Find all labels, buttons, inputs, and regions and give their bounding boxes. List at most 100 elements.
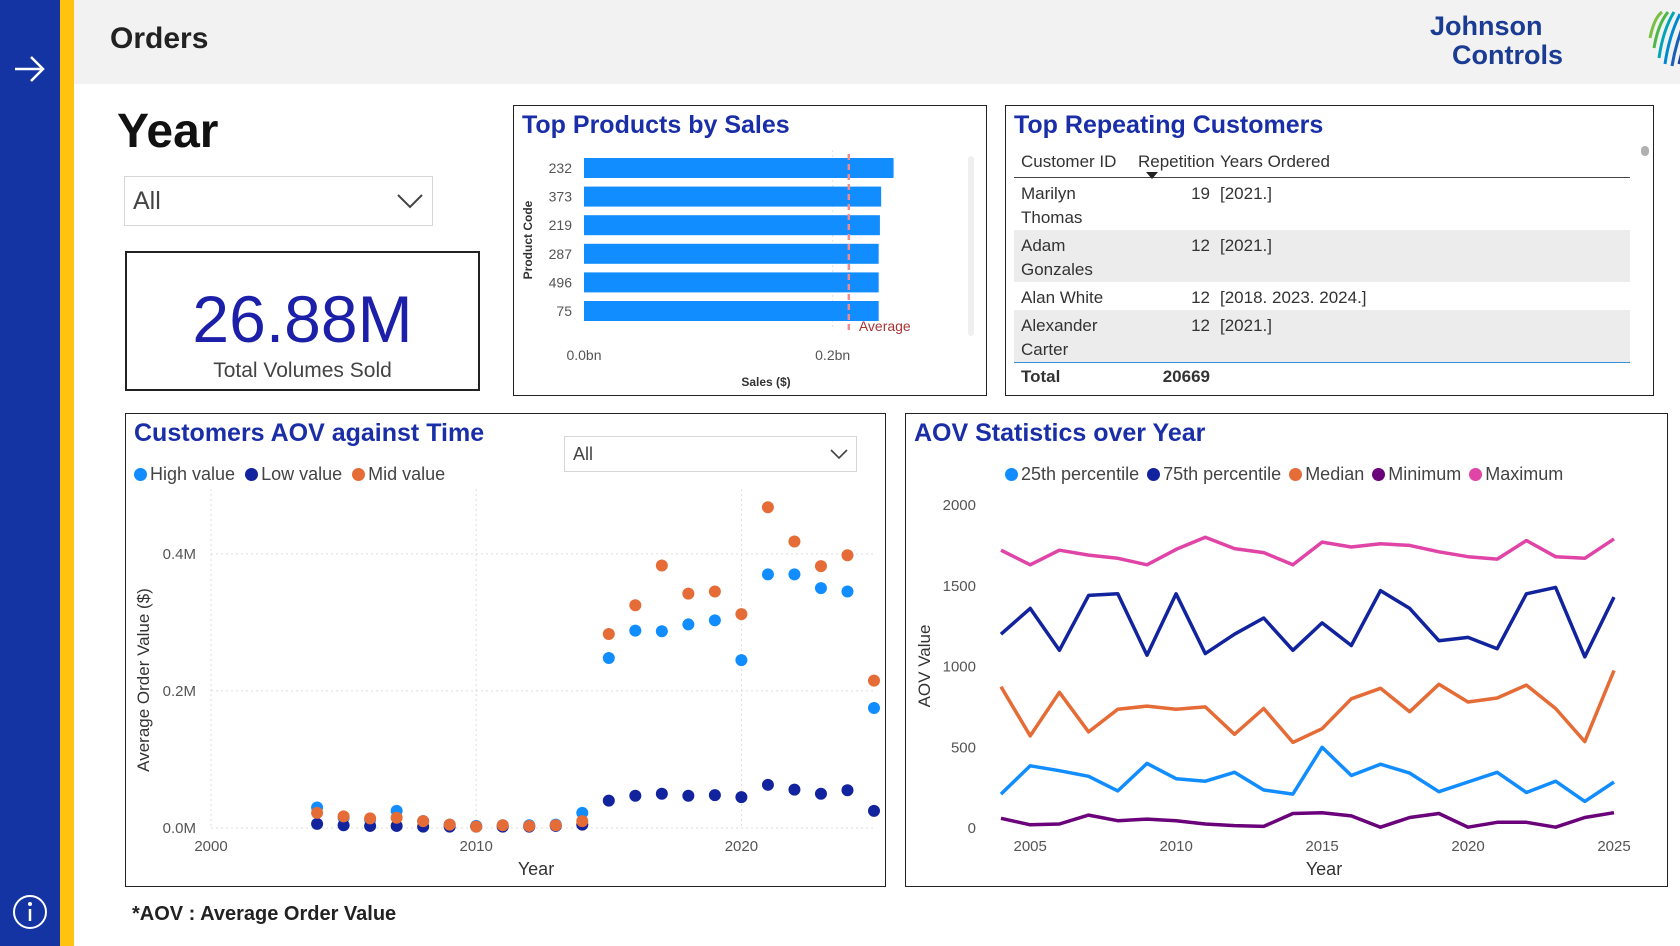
aov-time-card: Customers AOV against Time All High valu… xyxy=(125,413,886,887)
series-line xyxy=(999,585,1616,659)
kpi-value: 26.88M xyxy=(192,282,413,356)
legend-item-low-value[interactable]: Low value xyxy=(245,464,342,485)
years-cell: [2021.] xyxy=(1220,184,1272,203)
scatter-point xyxy=(761,778,774,791)
scatter-point xyxy=(814,787,827,800)
years-cell: [2018. 2023. 2024.] xyxy=(1220,288,1367,307)
x-tick-label: 2010 xyxy=(460,838,493,855)
scatter-point xyxy=(788,568,801,581)
y-axis-title: Average Order Value ($) xyxy=(134,588,153,772)
y-tick-label: 500 xyxy=(951,739,976,756)
scatter-point xyxy=(655,787,668,800)
x-tick-label: 2025 xyxy=(1597,838,1630,855)
year-dropdown-value: All xyxy=(133,186,161,215)
y-tick-label: 373 xyxy=(549,189,573,205)
scatter-point xyxy=(655,559,668,572)
total-label: Total xyxy=(1021,366,1061,386)
y-axis-title: AOV Value xyxy=(915,625,934,708)
y-tick-label: 232 xyxy=(549,160,573,176)
legend-item-median[interactable]: Median xyxy=(1289,464,1364,485)
logo-line-1: Johnson xyxy=(1430,11,1543,41)
scatter-point xyxy=(629,789,642,802)
legend-item-75th-percentile[interactable]: 75th percentile xyxy=(1147,464,1281,485)
scatter-point xyxy=(655,625,668,638)
accent-stripe xyxy=(60,0,74,946)
table-row[interactable]: Marilyn Thomas 19 [2021.] xyxy=(1014,178,1630,230)
table-scrollbar[interactable] xyxy=(1641,146,1649,156)
legend-item-maximum[interactable]: Maximum xyxy=(1469,464,1563,485)
scatter-point xyxy=(708,585,721,598)
scatter-point xyxy=(841,585,854,598)
scatter-point xyxy=(337,819,350,832)
scatter-point xyxy=(841,549,854,562)
y-tick-label: 0.0M xyxy=(163,820,196,837)
aov-stats-legend: 25th percentile 75th percentile Median M… xyxy=(1005,464,1563,485)
y-tick-label: 219 xyxy=(549,217,573,233)
x-tick-label: 0.2bn xyxy=(815,347,850,363)
repetition-cell: 12 xyxy=(1191,288,1210,307)
scatter-point xyxy=(682,618,695,631)
scatter-point xyxy=(549,819,562,832)
customers-table: Customer ID Repetition Years Ordered Mar… xyxy=(1014,146,1630,390)
scatter-point xyxy=(576,806,589,819)
legend-item-minimum[interactable]: Minimum xyxy=(1372,464,1461,485)
info-button[interactable] xyxy=(0,887,60,937)
scatter-point xyxy=(788,535,801,548)
scatter-point xyxy=(708,789,721,802)
scatter-point xyxy=(496,819,509,832)
scatter-point xyxy=(868,674,880,687)
x-axis-title: Year xyxy=(1306,859,1342,879)
year-dropdown[interactable]: All xyxy=(124,176,433,226)
legend-dot xyxy=(245,468,259,481)
column-header-years-ordered[interactable]: Years Ordered xyxy=(1220,151,1330,171)
column-header-customer-id[interactable]: Customer ID xyxy=(1021,151,1117,171)
series-line xyxy=(999,745,1615,804)
aov-stats-card: AOV Statistics over Year 25th percentile… xyxy=(905,413,1668,887)
customer-name: Marilyn Thomas xyxy=(1021,184,1083,227)
legend-item-25th-percentile[interactable]: 25th percentile xyxy=(1005,464,1139,485)
legend-item-high-value[interactable]: High value xyxy=(134,464,235,485)
scatter-point xyxy=(390,811,403,824)
company-logo: Johnson Controls xyxy=(1430,8,1680,76)
aov-stats-chart: 0 500 1000 1500 2000 2005 2010 2015 2020 2025 Year… xyxy=(915,497,1631,879)
kpi-label: Total Volumes Sold xyxy=(213,359,392,382)
table-header: Customer ID Repetition Years Ordered xyxy=(1014,146,1630,179)
top-products-card: Top Products by Sales 232 373 219 287 496 75 A… xyxy=(513,105,987,396)
scatter-point xyxy=(682,789,695,802)
x-tick-label: 2015 xyxy=(1305,838,1338,855)
scatter-point xyxy=(337,810,350,823)
value-segment-dropdown[interactable]: All xyxy=(564,436,857,472)
x-tick-label: 2005 xyxy=(1014,838,1047,855)
x-axis-title: Year xyxy=(518,859,554,879)
table-row[interactable]: Adam Gonzales 12 [2021.] xyxy=(1014,230,1630,282)
top-customers-title: Top Repeating Customers xyxy=(1014,111,1324,139)
legend-dot xyxy=(1289,468,1303,481)
scatter-point xyxy=(735,791,748,804)
legend-dot xyxy=(1005,468,1018,481)
table-row[interactable]: Alan White 12 [2018. 2023. 2024.] xyxy=(1014,282,1630,310)
nav-back-button[interactable] xyxy=(0,44,60,94)
aov-time-legend: High value Low value Mid value xyxy=(134,464,445,485)
column-header-repetition[interactable]: Repetition xyxy=(1138,151,1215,171)
y-tick-label: 1500 xyxy=(943,578,976,595)
scatter-point xyxy=(735,654,748,667)
table-row[interactable]: Alexander Carter 12 [2021.] xyxy=(1014,310,1630,362)
top-customers-card: Top Repeating Customers Customer ID Repe… xyxy=(1005,105,1654,396)
repetition-cell: 19 xyxy=(1191,184,1210,203)
info-icon xyxy=(13,895,47,929)
x-tick-label: 2010 xyxy=(1159,838,1192,855)
total-value: 20669 xyxy=(1162,366,1210,386)
legend-item-mid-value[interactable]: Mid value xyxy=(352,464,445,485)
sort-descending-icon xyxy=(1146,172,1158,179)
customer-name: Alexander Carter xyxy=(1021,316,1098,359)
scatter-point xyxy=(364,812,377,825)
x-tick-label: 2020 xyxy=(1451,838,1484,855)
scatter-point xyxy=(311,806,324,819)
aov-time-chart: 0.0M 0.2M 0.4M 2000 2010 2020 Year Average Orde… xyxy=(134,489,880,879)
bar xyxy=(584,301,879,321)
customer-name: Alan White xyxy=(1021,288,1104,307)
series-line xyxy=(999,669,1616,745)
nav-rail xyxy=(0,0,60,946)
scatter-point xyxy=(417,815,430,828)
scatter-point xyxy=(868,804,880,817)
